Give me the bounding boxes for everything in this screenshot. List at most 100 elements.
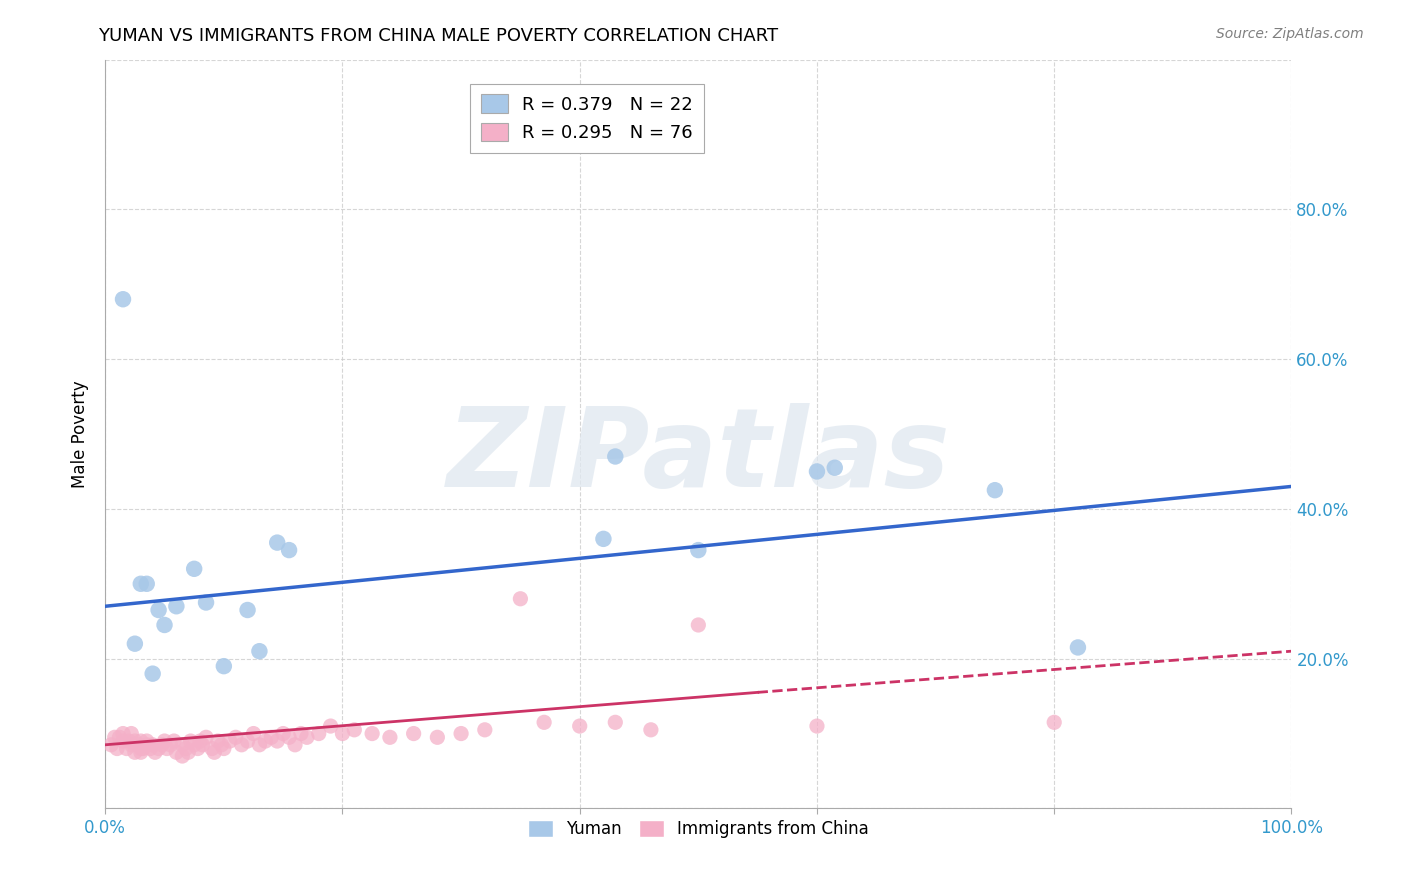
Point xyxy=(266,734,288,748)
Point xyxy=(104,731,127,745)
Point xyxy=(236,734,259,748)
Point xyxy=(111,734,134,748)
Point xyxy=(195,731,218,745)
Point xyxy=(361,726,384,740)
Point xyxy=(124,637,146,651)
Point xyxy=(249,644,271,658)
Point xyxy=(100,738,122,752)
Point xyxy=(129,741,152,756)
Point xyxy=(148,741,170,756)
Point xyxy=(183,738,205,752)
Point xyxy=(207,734,229,748)
Point xyxy=(426,731,449,745)
Point xyxy=(156,741,179,756)
Point xyxy=(111,726,134,740)
Point xyxy=(148,603,170,617)
Point xyxy=(129,745,152,759)
Point xyxy=(211,738,233,752)
Point xyxy=(605,715,627,730)
Point xyxy=(183,562,205,576)
Point xyxy=(129,734,152,748)
Point xyxy=(191,738,214,752)
Point xyxy=(688,618,710,632)
Point xyxy=(568,719,591,733)
Point xyxy=(278,731,301,745)
Point xyxy=(115,741,138,756)
Point xyxy=(120,726,142,740)
Point xyxy=(533,715,555,730)
Point xyxy=(201,741,224,756)
Point xyxy=(153,618,176,632)
Point xyxy=(172,749,194,764)
Point xyxy=(124,734,146,748)
Point xyxy=(143,745,166,759)
Point xyxy=(688,543,710,558)
Point xyxy=(195,595,218,609)
Point xyxy=(332,726,354,740)
Point xyxy=(231,738,253,752)
Point xyxy=(105,741,128,756)
Legend: Yuman, Immigrants from China: Yuman, Immigrants from China xyxy=(522,814,876,845)
Point xyxy=(142,666,165,681)
Point xyxy=(187,741,209,756)
Point xyxy=(343,723,366,737)
Point xyxy=(118,734,141,748)
Y-axis label: Male Poverty: Male Poverty xyxy=(72,380,89,488)
Point xyxy=(139,741,162,756)
Point xyxy=(218,734,240,748)
Point xyxy=(165,599,187,614)
Point xyxy=(120,738,142,752)
Point xyxy=(278,543,301,558)
Point xyxy=(177,745,200,759)
Point xyxy=(284,738,307,752)
Point xyxy=(1067,640,1090,655)
Point xyxy=(1043,715,1066,730)
Point xyxy=(135,734,157,748)
Point xyxy=(111,292,134,306)
Text: Source: ZipAtlas.com: Source: ZipAtlas.com xyxy=(1216,27,1364,41)
Point xyxy=(236,603,259,617)
Point xyxy=(509,591,531,606)
Point xyxy=(295,731,318,745)
Point xyxy=(378,731,401,745)
Point xyxy=(132,741,155,756)
Point xyxy=(242,726,264,740)
Point xyxy=(260,731,283,745)
Point xyxy=(319,719,342,733)
Point xyxy=(450,726,472,740)
Point xyxy=(212,659,235,673)
Point xyxy=(474,723,496,737)
Point xyxy=(225,731,247,745)
Point xyxy=(254,734,277,748)
Point xyxy=(824,460,846,475)
Point xyxy=(640,723,662,737)
Text: ZIPatlas: ZIPatlas xyxy=(447,403,950,510)
Point xyxy=(202,745,225,759)
Point xyxy=(212,741,235,756)
Point xyxy=(129,576,152,591)
Point xyxy=(806,719,828,733)
Point xyxy=(266,535,288,549)
Point xyxy=(249,738,271,752)
Point xyxy=(135,738,157,752)
Point xyxy=(290,726,312,740)
Point xyxy=(153,734,176,748)
Point xyxy=(150,738,173,752)
Point xyxy=(308,726,330,740)
Point xyxy=(271,726,294,740)
Point xyxy=(159,738,181,752)
Point xyxy=(108,731,131,745)
Point xyxy=(172,738,194,752)
Text: YUMAN VS IMMIGRANTS FROM CHINA MALE POVERTY CORRELATION CHART: YUMAN VS IMMIGRANTS FROM CHINA MALE POVE… xyxy=(98,27,779,45)
Point xyxy=(605,450,627,464)
Point xyxy=(592,532,614,546)
Point xyxy=(135,576,157,591)
Point xyxy=(174,741,197,756)
Point xyxy=(163,734,186,748)
Point xyxy=(127,738,149,752)
Point xyxy=(124,745,146,759)
Point xyxy=(188,734,211,748)
Point xyxy=(402,726,425,740)
Point xyxy=(142,738,165,752)
Point xyxy=(806,465,828,479)
